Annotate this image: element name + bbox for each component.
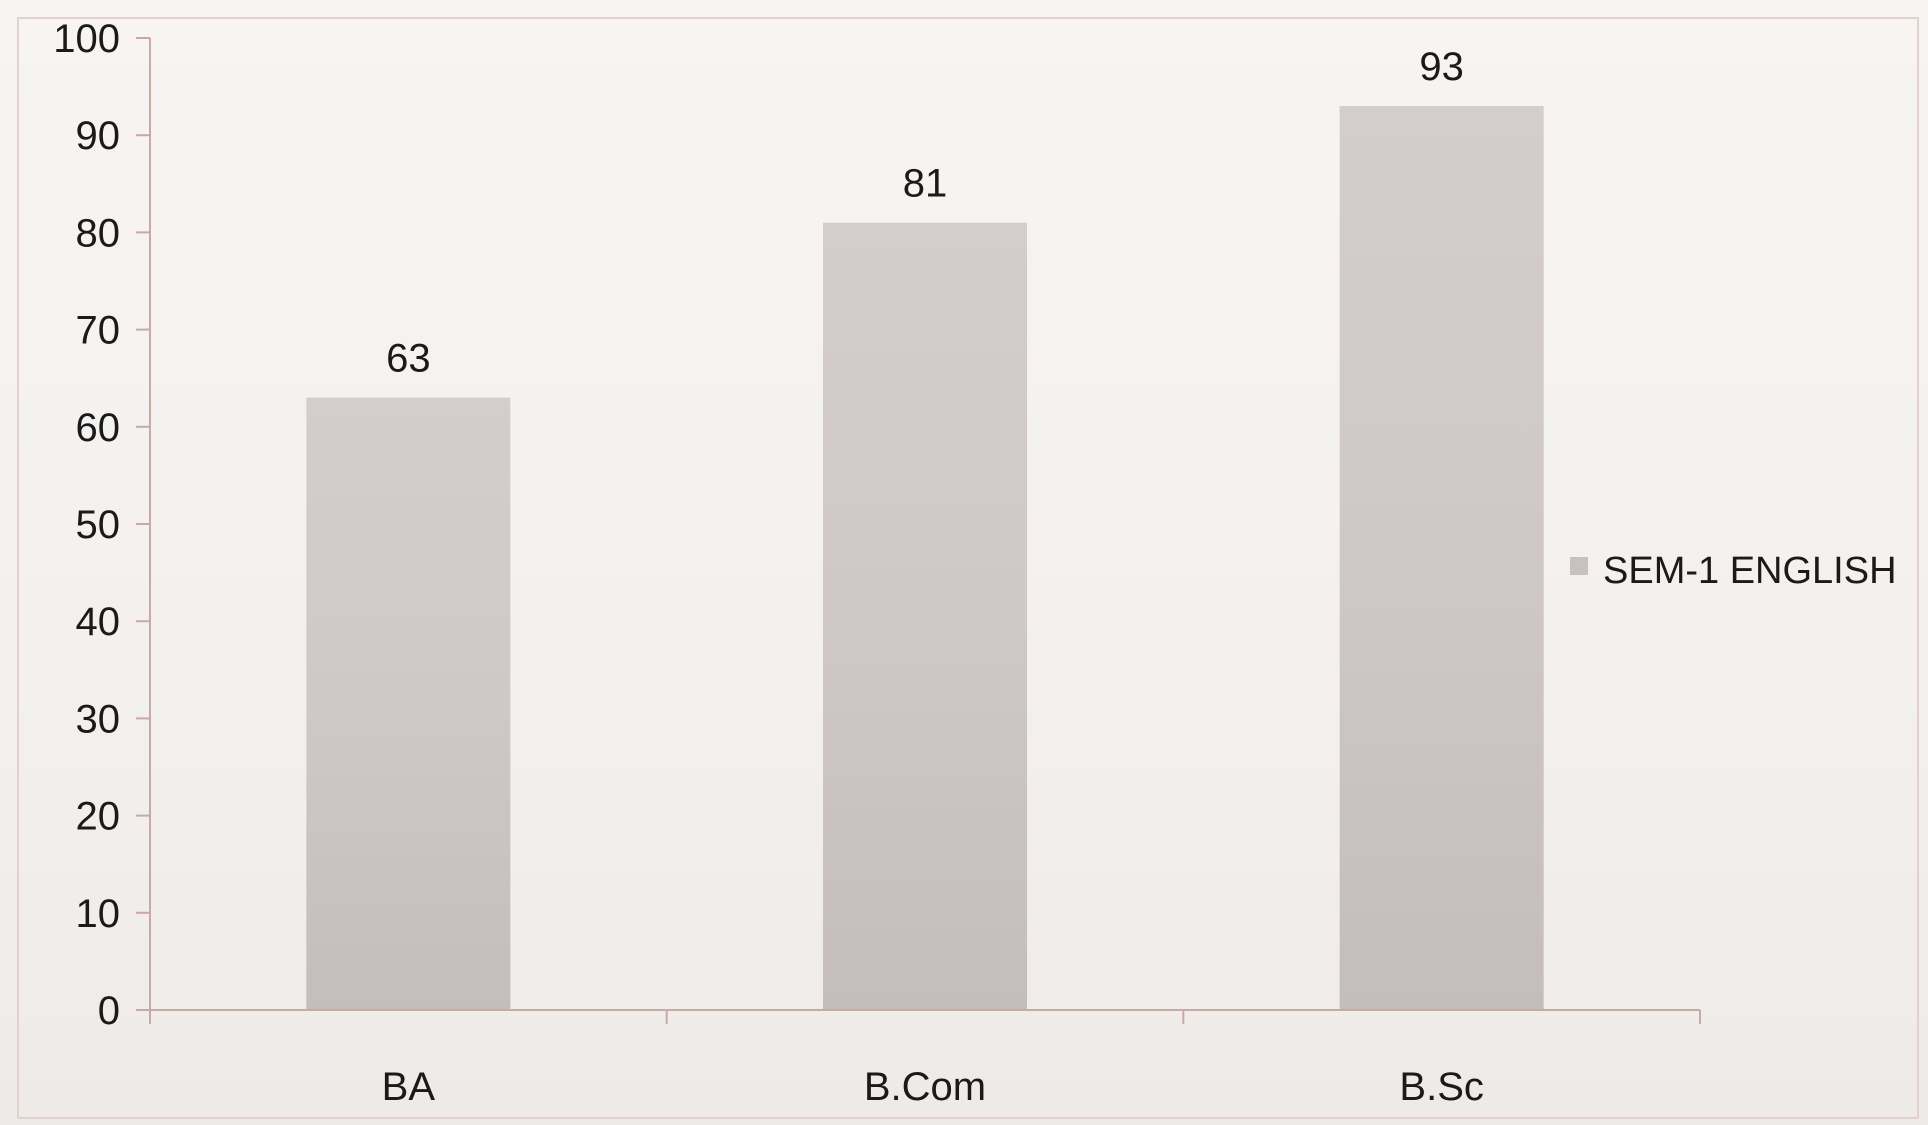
labels-layer: 0 10 20 30 40 50 60 70 80 90 100 63 BA 81 B.Com 93 B.Sc bbox=[53, 17, 1484, 1109]
y-tick-label: 70 bbox=[76, 309, 121, 353]
data-label: 93 bbox=[1419, 45, 1464, 89]
y-tick-label: 0 bbox=[98, 989, 120, 1033]
legend: SEM-1 ENGLISH bbox=[1570, 550, 1897, 592]
y-tick-label: 60 bbox=[76, 406, 121, 450]
x-category-label: B.Com bbox=[864, 1065, 986, 1109]
y-tick-label: 80 bbox=[76, 211, 121, 255]
y-tick-label: 20 bbox=[76, 795, 121, 839]
y-tick-label: 40 bbox=[76, 600, 121, 644]
data-label: 63 bbox=[386, 337, 431, 381]
y-tick-label: 30 bbox=[76, 697, 121, 741]
y-tick-label: 90 bbox=[76, 114, 121, 158]
x-category-label: BA bbox=[382, 1065, 436, 1109]
legend-label: SEM-1 ENGLISH bbox=[1603, 550, 1897, 592]
y-tick-label: 10 bbox=[76, 892, 121, 936]
chart-area-border bbox=[17, 17, 1919, 1119]
axis-layer bbox=[136, 37, 1701, 1024]
y-tick-label: 50 bbox=[76, 503, 121, 547]
bar-b-sc bbox=[1339, 106, 1544, 1011]
bar-ba bbox=[306, 397, 511, 1010]
bars-layer bbox=[306, 106, 1544, 1011]
data-label: 81 bbox=[903, 162, 948, 206]
bar-b-com bbox=[823, 222, 1027, 1010]
legend-swatch bbox=[1570, 557, 1588, 575]
x-category-label: B.Sc bbox=[1399, 1065, 1483, 1109]
y-tick-label: 100 bbox=[53, 17, 120, 61]
